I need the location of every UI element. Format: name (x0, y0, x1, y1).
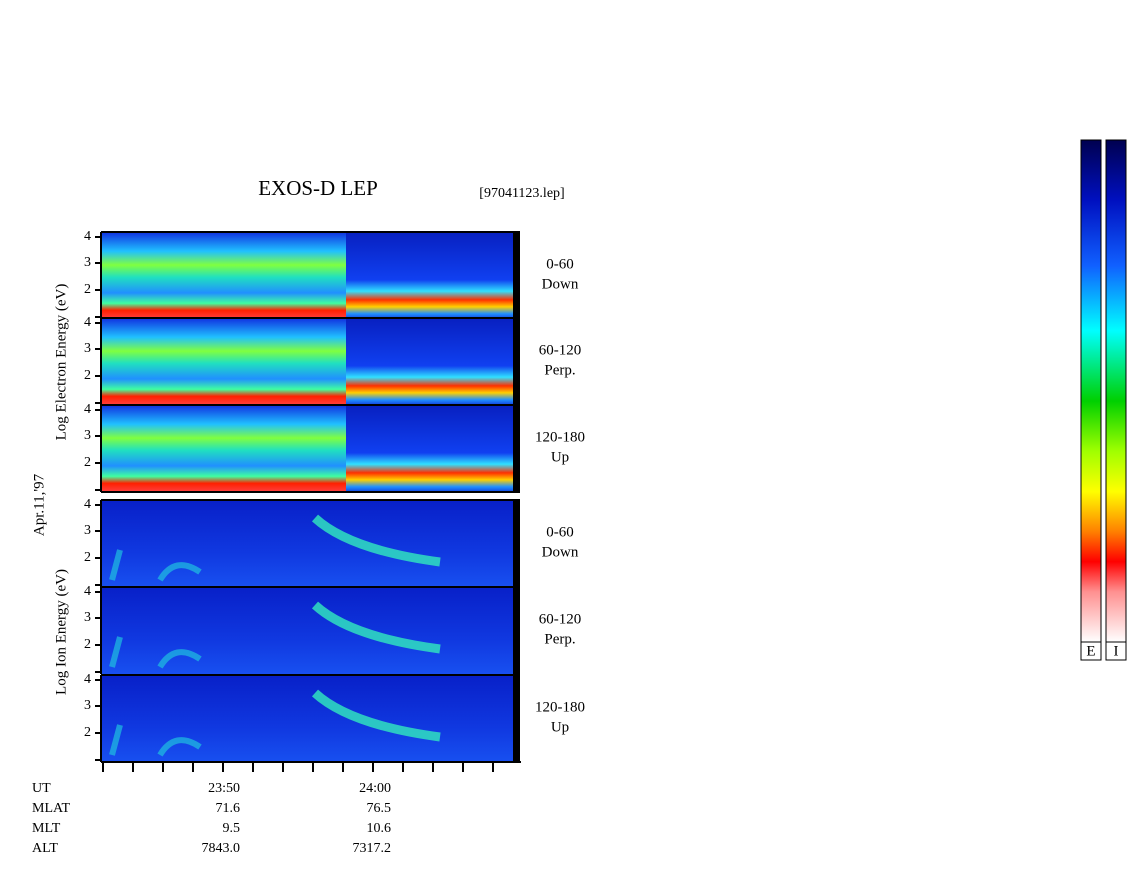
date-label: Apr.11,'97 (31, 473, 47, 536)
y-tick-label: 2 (84, 550, 91, 565)
footer-label: MLT (32, 821, 61, 836)
y-tick-label: 2 (84, 282, 91, 297)
file-name: [97041123.lep] (479, 186, 564, 201)
spectrogram (346, 232, 513, 319)
data-gap (513, 232, 520, 319)
spectrogram-feature (311, 514, 441, 567)
panel-direction: Up (551, 719, 569, 735)
data-gap (513, 318, 520, 405)
spectrogram (101, 232, 346, 319)
y-tick-label: 3 (84, 428, 91, 443)
panel-direction: Perp. (544, 631, 575, 647)
title: EXOS-D LEP (258, 176, 378, 200)
footer-value: 23:50 (208, 781, 240, 796)
colorbar-label: I (1114, 643, 1119, 659)
y-tick-label: 4 (84, 229, 91, 244)
y-tick-label: 3 (84, 341, 91, 356)
ion-axis-label: Log Ion Energy (eV) (53, 569, 69, 695)
colorbar-label: E (1086, 643, 1095, 659)
spectrogram (346, 318, 513, 405)
footer-value: 7317.2 (353, 841, 392, 856)
spectrogram-feature (109, 549, 202, 582)
y-tick-label: 2 (84, 455, 91, 470)
colorbar-box (1105, 641, 1127, 661)
y-tick-label: 4 (84, 672, 91, 687)
data-gap (513, 500, 520, 587)
footer-value: 71.6 (216, 801, 241, 816)
y-tick-label: 3 (84, 698, 91, 713)
y-tick-label: 2 (84, 725, 91, 740)
spectrogram-feature (311, 689, 441, 742)
panel-direction: Up (551, 449, 569, 465)
y-tick-label: 2 (84, 368, 91, 383)
panel-direction: Down (542, 276, 579, 292)
y-tick-label: 3 (84, 523, 91, 538)
footer-label: MLAT (32, 801, 71, 816)
data-gap (513, 405, 520, 492)
panel-angle: 120-180 (535, 429, 585, 445)
footer-label: ALT (32, 841, 58, 856)
footer-value: 76.5 (367, 801, 392, 816)
footer-label: UT (32, 781, 51, 796)
panel-angle: 120-180 (535, 699, 585, 715)
panel-angle: 0-60 (546, 256, 574, 272)
panel-direction: Down (542, 544, 579, 560)
y-tick-label: 3 (84, 255, 91, 270)
footer-value: 9.5 (223, 821, 241, 836)
y-tick-label: 2 (84, 637, 91, 652)
panel-angle: 60-120 (539, 611, 582, 627)
spectrogram (101, 318, 346, 405)
y-tick-label: 3 (84, 610, 91, 625)
y-tick-label: 4 (84, 497, 91, 512)
colorbars: E I (1080, 139, 1127, 661)
footer-value: 10.6 (367, 821, 392, 836)
spectrogram-feature (109, 636, 202, 669)
data-gap (513, 675, 520, 762)
spectrogram-feature (311, 601, 441, 654)
colorbar (1080, 139, 1102, 643)
colorbar (1105, 139, 1127, 643)
spectrogram (346, 405, 513, 492)
data-gap (513, 587, 520, 674)
spectrogram-feature (109, 724, 202, 757)
electron-axis-label: Log Electron Energy (eV) (53, 284, 69, 441)
footer-value: 7843.0 (202, 841, 241, 856)
footer-value: 24:00 (359, 781, 391, 796)
panel-angle: 60-120 (539, 342, 582, 358)
colorbar-box (1080, 641, 1102, 661)
y-tick-label: 4 (84, 315, 91, 330)
panel-direction: Perp. (544, 362, 575, 378)
spectrogram (101, 405, 346, 492)
y-tick-label: 4 (84, 584, 91, 599)
y-tick-label: 4 (84, 402, 91, 417)
panel-angle: 0-60 (546, 524, 574, 540)
